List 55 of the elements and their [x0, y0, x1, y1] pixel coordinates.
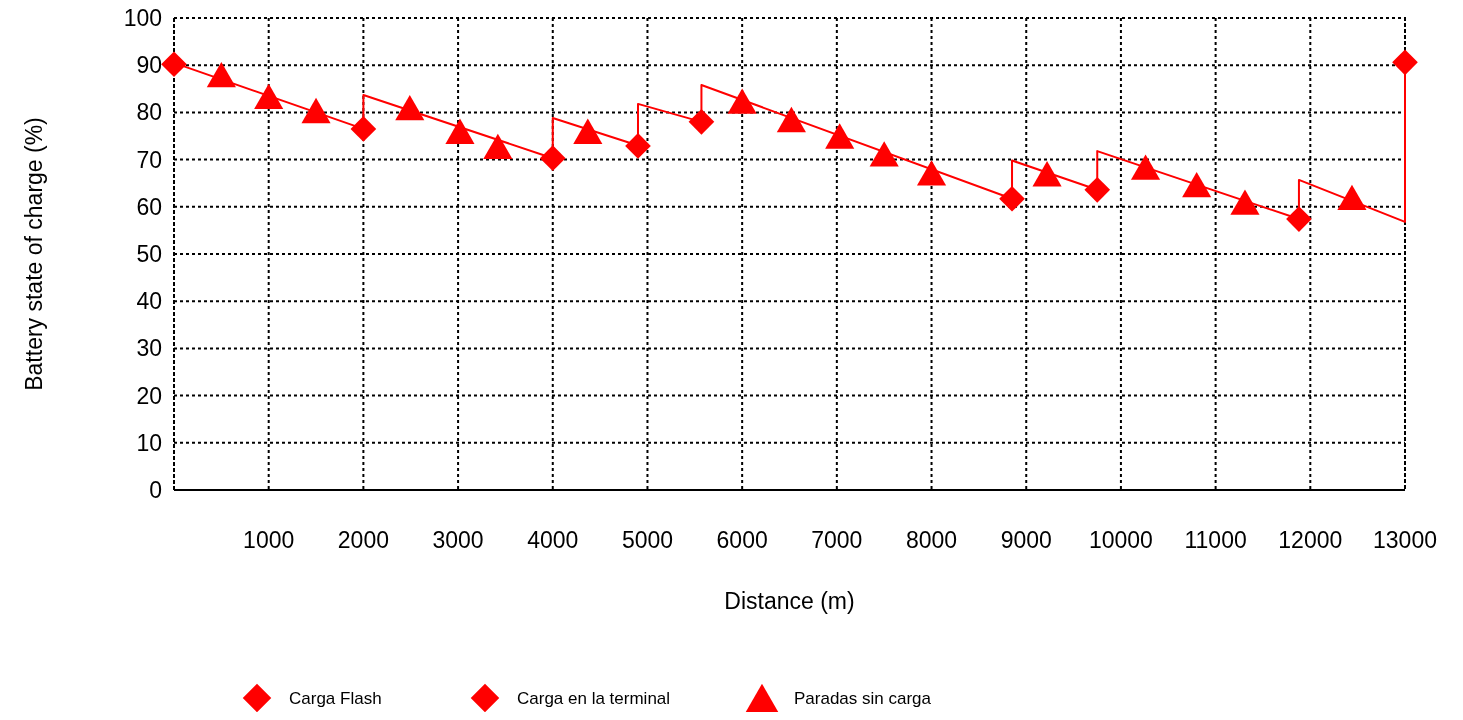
- y-tick-label: 90: [136, 52, 162, 79]
- y-tick-label: 10: [136, 429, 162, 456]
- point: [1392, 49, 1418, 76]
- x-tick-label: 4000: [527, 527, 579, 553]
- point: [999, 185, 1025, 212]
- point: [350, 116, 377, 142]
- y-tick-label: 60: [136, 193, 162, 220]
- point: [206, 61, 236, 88]
- point: [1337, 184, 1367, 211]
- x-tick-label: 2000: [337, 527, 389, 553]
- x-tick-label: 10000: [1088, 527, 1153, 553]
- point: [776, 106, 806, 133]
- y-tick-label: 30: [136, 335, 162, 362]
- legend-label: Carga en la terminal: [517, 688, 671, 708]
- point: [1182, 171, 1212, 198]
- y-tick-label: 80: [136, 99, 162, 126]
- point: [1230, 189, 1260, 215]
- point: [445, 118, 475, 144]
- point: [1286, 206, 1312, 232]
- y-axis-title: Battery state of charge (%): [21, 117, 47, 391]
- point: [539, 145, 566, 172]
- point: [1130, 154, 1161, 180]
- point: [625, 133, 651, 159]
- point: [395, 95, 425, 121]
- x-tick-label: 3000: [432, 527, 484, 553]
- y-tick-label: 20: [136, 382, 162, 409]
- x-tick-label: 9000: [1000, 527, 1052, 553]
- x-tick-label: 1000: [243, 527, 295, 553]
- x-tick-label: 5000: [621, 527, 674, 553]
- y-tick-label: 50: [136, 241, 162, 267]
- x-tick-label: 8000: [905, 527, 958, 553]
- y-tick-label: 70: [136, 146, 162, 173]
- point: [301, 97, 331, 124]
- point: [688, 109, 715, 135]
- y-tick-label: 40: [136, 288, 162, 315]
- y-tick-label: 0: [149, 477, 162, 503]
- point: [1084, 176, 1111, 203]
- point: [161, 51, 187, 78]
- x-axis-title: Distance (m): [724, 588, 855, 614]
- point: [916, 160, 947, 186]
- x-tick-label: 6000: [716, 527, 768, 553]
- point: [254, 83, 284, 110]
- point: [869, 141, 899, 167]
- y-tick-label: 100: [123, 5, 162, 31]
- point: [825, 123, 855, 149]
- x-tick-label: 7000: [811, 527, 863, 553]
- x-tick-label: 11000: [1184, 527, 1247, 553]
- point: [573, 118, 603, 144]
- legend-label: Paradas sin carga: [794, 688, 932, 708]
- x-tick-label: 12000: [1278, 527, 1343, 553]
- point: [727, 88, 757, 114]
- point: [1032, 161, 1062, 187]
- point: [483, 133, 513, 160]
- legend-label: Carga Flash: [289, 688, 382, 708]
- x-tick-label: 13000: [1373, 527, 1437, 553]
